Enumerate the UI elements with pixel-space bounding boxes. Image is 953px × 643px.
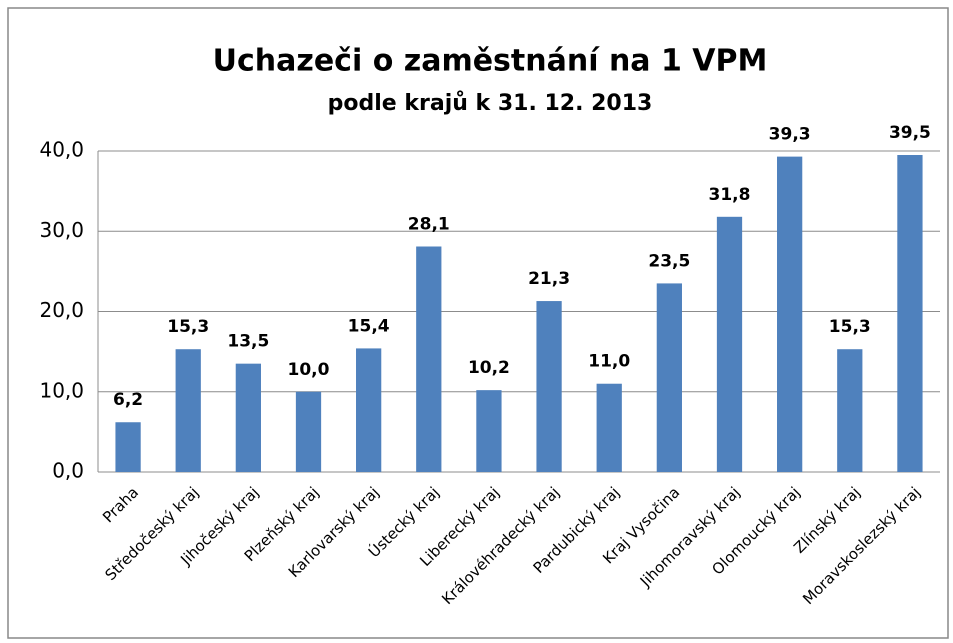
y-tick-label: 10,0 <box>39 378 84 402</box>
value-label: 15,3 <box>167 317 209 337</box>
value-label: 39,3 <box>769 125 811 145</box>
value-label: 11,0 <box>588 352 630 372</box>
bar <box>536 301 562 472</box>
y-tick-label: 20,0 <box>39 298 84 322</box>
bar <box>356 348 382 472</box>
y-tick-label: 30,0 <box>39 218 84 242</box>
chart-subtitle: podle krajů k 31. 12. 2013 <box>328 91 653 116</box>
y-tick-label: 40,0 <box>39 138 84 162</box>
bar <box>115 422 141 472</box>
value-label: 23,5 <box>648 251 690 271</box>
bar <box>476 390 502 472</box>
bar <box>837 349 863 472</box>
chart-title: Uchazeči o zaměstnání na 1 VPM <box>213 44 768 79</box>
bar <box>897 155 923 472</box>
y-tick-label: 0,0 <box>52 459 84 483</box>
value-label: 39,5 <box>889 123 931 143</box>
bar <box>175 349 201 472</box>
value-label: 15,4 <box>348 316 390 336</box>
bar <box>777 156 803 472</box>
bar <box>295 391 322 472</box>
value-label: 10,2 <box>468 358 510 378</box>
bar <box>656 283 682 472</box>
value-label: 21,3 <box>528 269 570 289</box>
value-label: 15,3 <box>829 317 871 337</box>
bar <box>235 363 261 472</box>
bar <box>596 383 622 472</box>
value-label: 10,0 <box>288 360 330 380</box>
value-label: 13,5 <box>227 332 269 352</box>
bar <box>416 246 442 472</box>
value-label: 31,8 <box>709 185 751 205</box>
bar <box>716 216 743 472</box>
value-label: 6,2 <box>113 390 143 410</box>
value-label: 28,1 <box>408 214 450 234</box>
